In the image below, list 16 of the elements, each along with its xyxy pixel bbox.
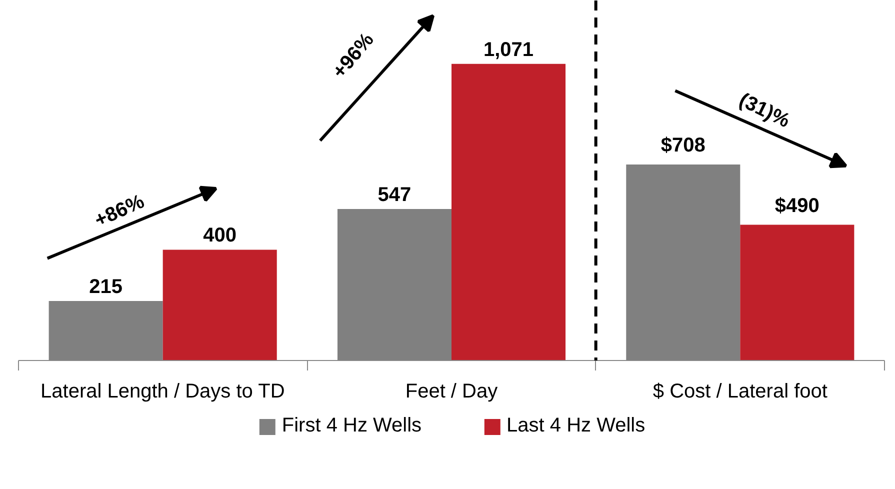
x-tick-label: Lateral Length / Days to TD [40, 380, 285, 402]
x-tick-label: Feet / Day [405, 380, 498, 402]
data-label: 1,071 [483, 38, 534, 61]
legend-label: First 4 Hz Wells [282, 414, 422, 438]
x-tick-label: $ Cost / Lateral foot [652, 380, 828, 402]
bar [452, 64, 566, 360]
annotation: +86% [91, 190, 148, 232]
bar [740, 224, 854, 360]
annotation: (31)% [736, 89, 794, 132]
bar [162, 250, 277, 360]
data-label: 400 [203, 224, 237, 247]
data-label: $708 [660, 134, 706, 156]
data-label: $490 [774, 194, 820, 217]
data-label: 547 [378, 184, 412, 206]
legend-label: Last 4 Hz Wells [506, 414, 646, 438]
data-label: 215 [89, 276, 123, 298]
